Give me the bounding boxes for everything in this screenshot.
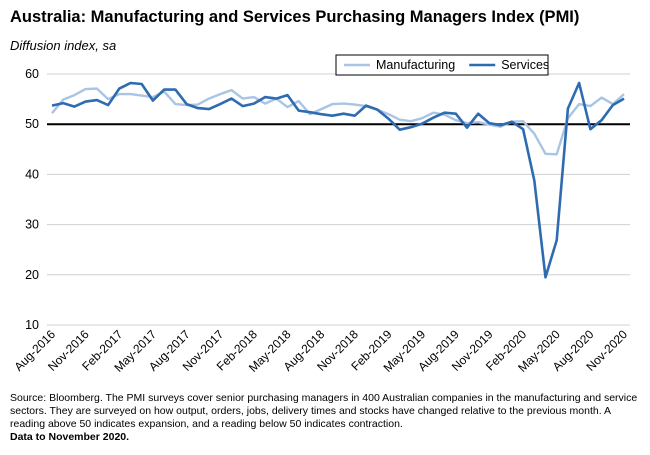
source-note: Source: Bloomberg. The PMI surveys cover… xyxy=(10,392,642,444)
y-tick-label: 30 xyxy=(25,218,39,232)
data-note: Data to November 2020. xyxy=(10,431,130,443)
y-tick-label: 40 xyxy=(25,167,39,181)
chart-title: Australia: Manufacturing and Services Pu… xyxy=(10,8,579,26)
series-line xyxy=(51,81,625,279)
y-tick-label: 50 xyxy=(25,117,39,131)
legend-label: Services xyxy=(501,58,549,72)
chart-subtitle: Diffusion index, sa xyxy=(10,38,116,53)
y-tick-label: 10 xyxy=(25,318,39,332)
chart: Australia: Manufacturing and Services Pu… xyxy=(10,8,630,375)
legend-box xyxy=(335,54,549,76)
series-line xyxy=(51,87,625,156)
y-tick-label: 20 xyxy=(25,268,39,282)
y-tick-label: 60 xyxy=(25,67,39,81)
source-text: Source: Bloomberg. The PMI surveys cover… xyxy=(10,392,638,430)
legend-label: Manufacturing xyxy=(376,58,455,72)
